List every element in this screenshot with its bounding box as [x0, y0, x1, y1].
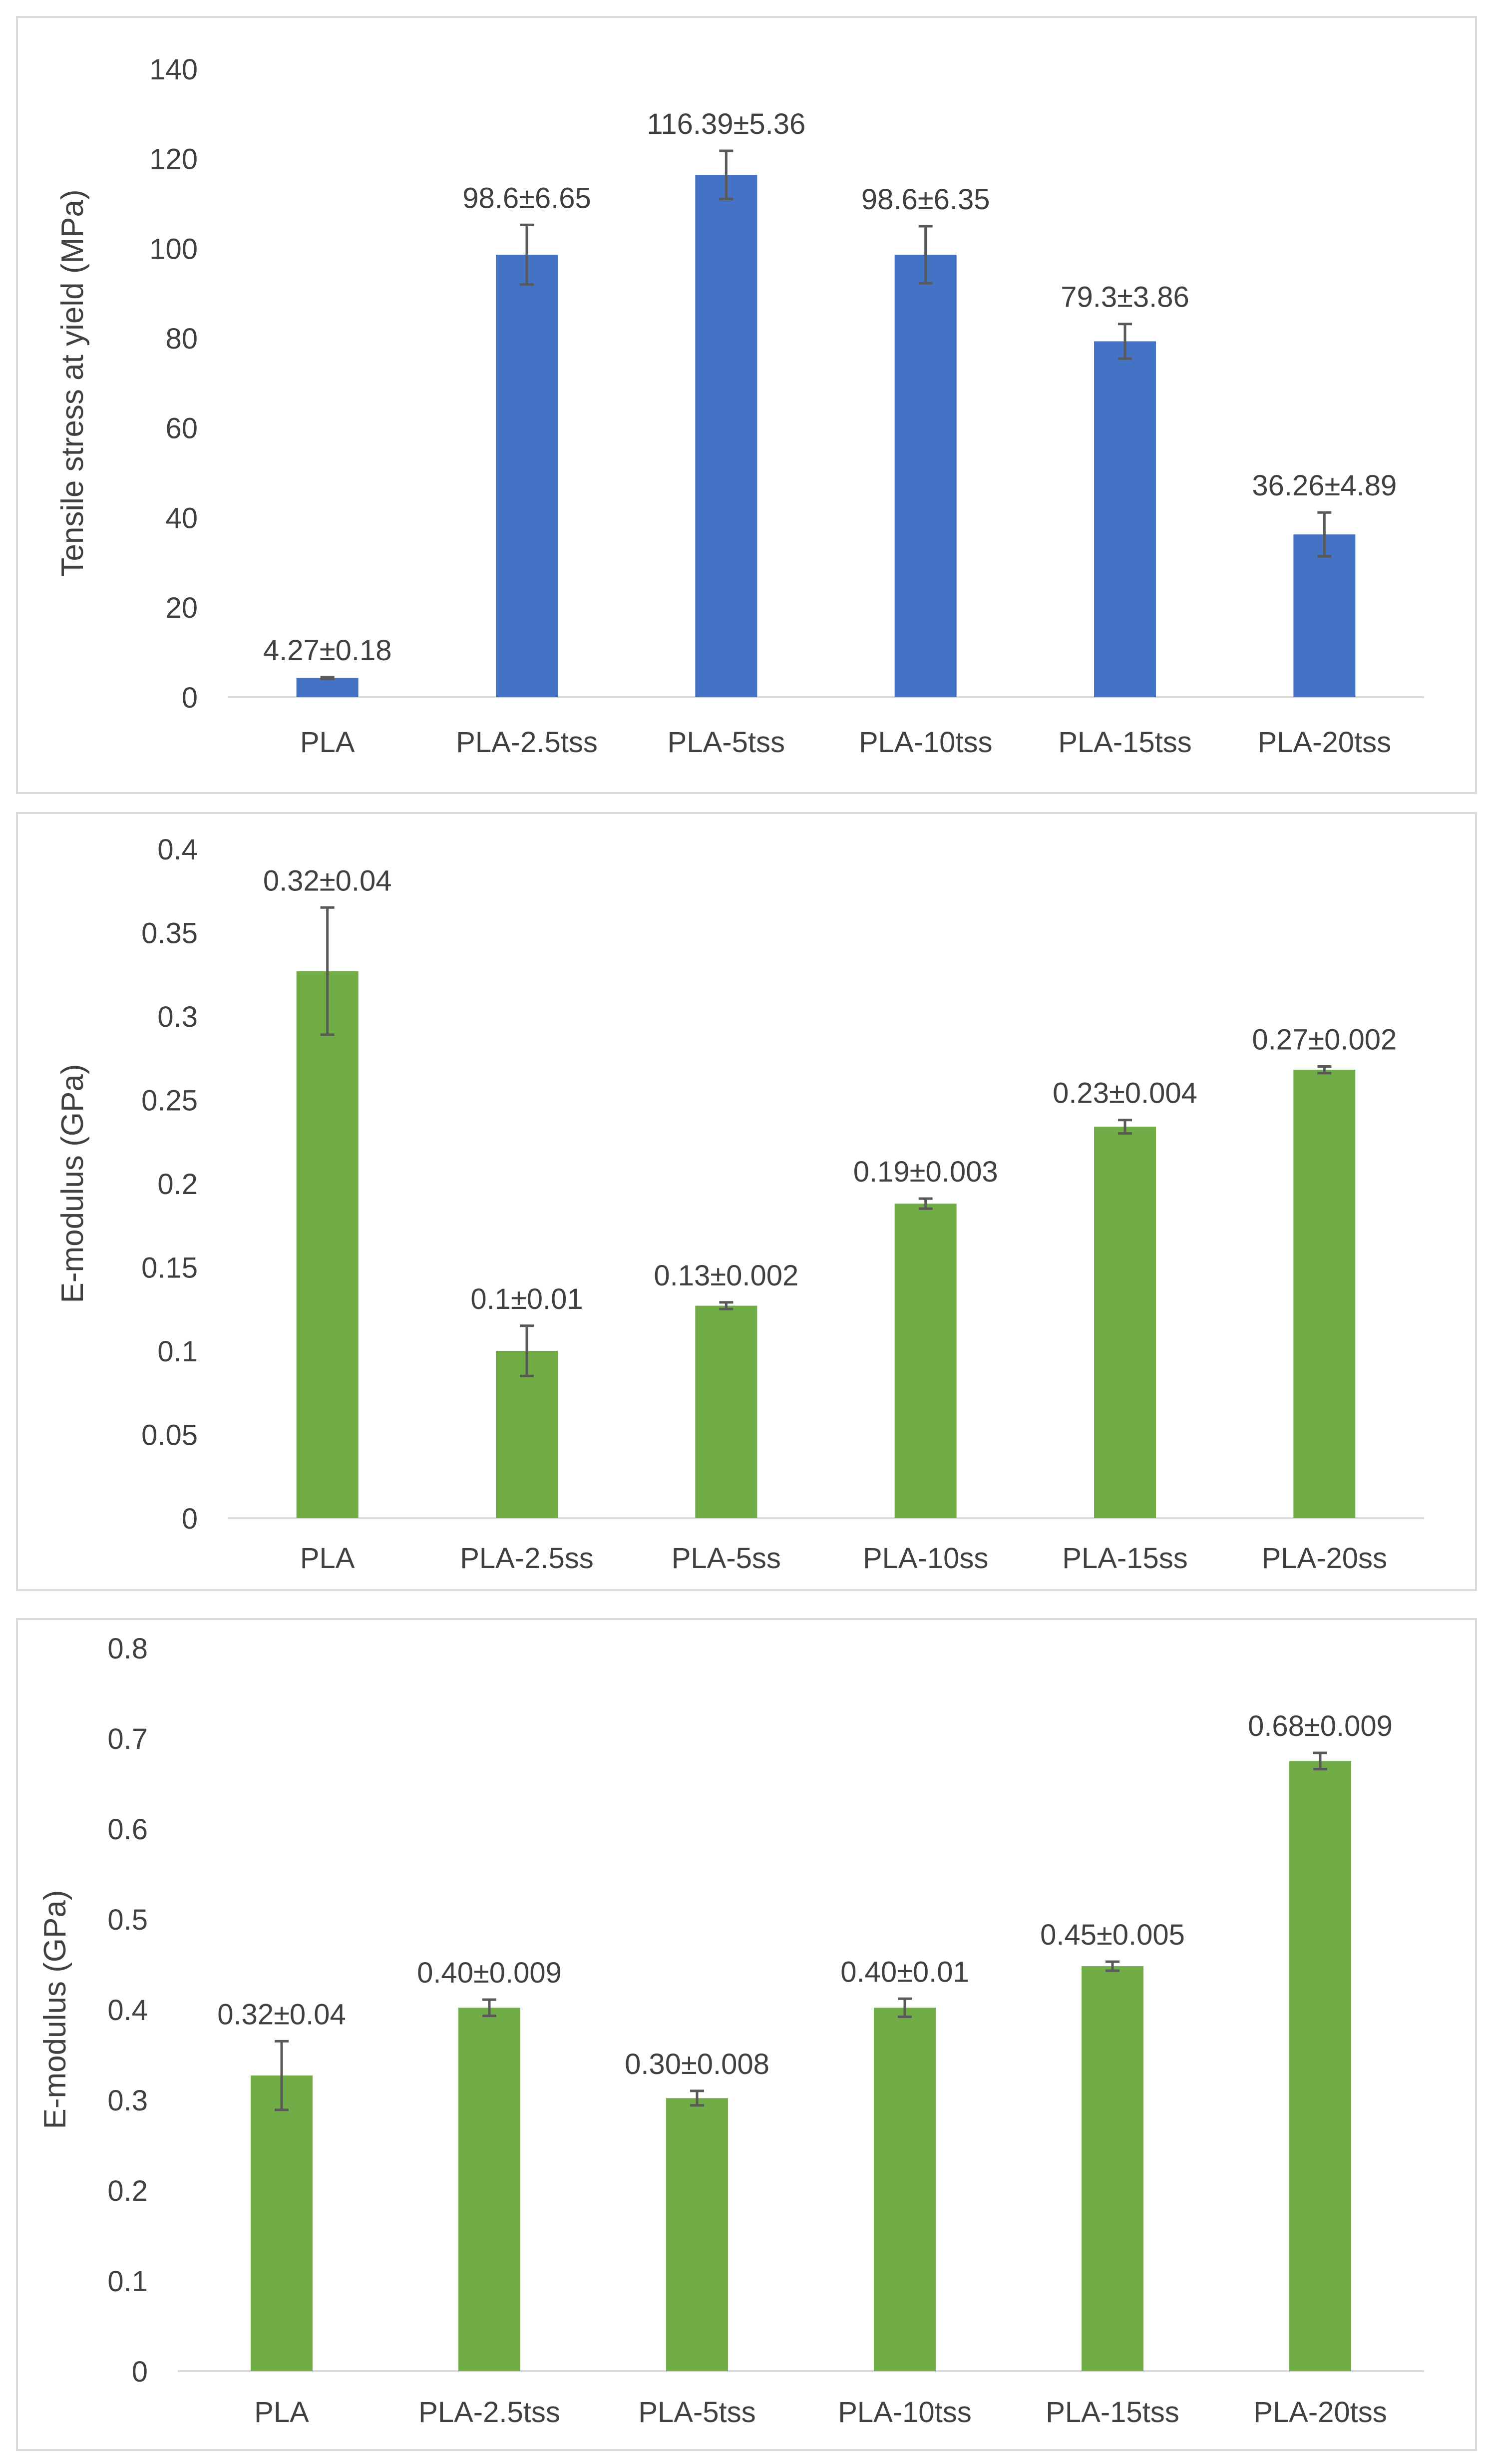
- bar: [1094, 341, 1156, 697]
- chart-panel-emodulus-tss: 0 0.1 0.2 0.3 0.4 0.5 0.6 0.7 0.8 E-modulus (GPa)…: [16, 1618, 1477, 2451]
- y-tick-label: 0.3: [107, 2084, 148, 2117]
- bar: [251, 2075, 313, 2371]
- y-tick-label: 0.3: [157, 1001, 198, 1033]
- y-tick-label: 0.6: [107, 1813, 148, 1846]
- emodulus-tss-chart: 0 0.1 0.2 0.3 0.4 0.5 0.6 0.7 0.8 E-modulus (GPa)…: [38, 1633, 1424, 2429]
- y-tick-label: 80: [165, 323, 198, 355]
- bar: [894, 1204, 957, 1518]
- x-tick-label: PLA-15ss: [1062, 1542, 1187, 1575]
- y-tick-label: 100: [149, 233, 198, 265]
- y-tick-label: 0.15: [141, 1251, 198, 1284]
- bar: [296, 678, 359, 697]
- bar: [695, 1305, 757, 1518]
- data-label: 98.6±6.35: [861, 183, 990, 216]
- x-tick-label: PLA: [300, 1542, 355, 1575]
- data-label: 0.45±0.005: [1040, 1919, 1185, 1951]
- x-tick-label: PLA-20ss: [1262, 1542, 1387, 1575]
- x-tick-label: PLA-2.5tss: [418, 2396, 560, 2429]
- y-tick-label: 0.5: [107, 1904, 148, 1936]
- bar: [496, 1351, 558, 1518]
- data-label: 116.39±5.36: [647, 108, 805, 140]
- y-tick-label: 0.4: [157, 833, 198, 866]
- y-tick-label: 0: [182, 682, 198, 714]
- y-tick-label: 0.1: [157, 1335, 198, 1368]
- bar: [695, 175, 757, 697]
- data-label: 0.32±0.04: [263, 864, 392, 897]
- data-label: 0.23±0.004: [1053, 1077, 1197, 1110]
- y-tick-label: 60: [165, 412, 198, 445]
- y-tick-label: 0: [132, 2356, 148, 2388]
- data-label: 0.40±0.009: [417, 1957, 562, 1989]
- chart-panel-emodulus-ss: 0 0.05 0.1 0.15 0.2 0.25 0.3 0.35 0.4 E-modulus (…: [16, 812, 1477, 1591]
- y-tick-label: 0.1: [107, 2265, 148, 2298]
- y-tick-label: 0.4: [107, 1994, 148, 2027]
- y-tick-label: 0: [182, 1503, 198, 1535]
- x-tick-label: PLA-15tss: [1046, 2396, 1179, 2429]
- x-tick-label: PLA-10tss: [838, 2396, 972, 2429]
- x-tick-label: PLA-2.5tss: [456, 726, 598, 759]
- y-axis-title: E-modulus (GPa): [38, 1890, 72, 2129]
- y-axis-title: E-modulus (GPa): [55, 1064, 90, 1303]
- y-tick-label: 0.7: [107, 1723, 148, 1755]
- data-label: 4.27±0.18: [263, 634, 392, 667]
- y-axis-title: Tensile stress at yield (MPa): [55, 189, 90, 576]
- x-tick-label: PLA-10ss: [863, 1542, 988, 1575]
- data-label: 98.6±6.65: [462, 182, 591, 214]
- bar: [1289, 1761, 1351, 2371]
- x-tick-label: PLA-20tss: [1253, 2396, 1387, 2429]
- bar: [1094, 1127, 1156, 1518]
- x-tick-label: PLA-2.5ss: [460, 1542, 594, 1575]
- tensile-stress-chart: 0 20 40 60 80 100 120 140 Tensile stress at yiel…: [55, 53, 1424, 759]
- data-label: 0.68±0.009: [1248, 1710, 1393, 1742]
- bar: [1082, 1966, 1143, 2371]
- y-tick-label: 0.05: [141, 1419, 198, 1451]
- bar: [458, 2008, 520, 2371]
- y-tick-label: 120: [149, 143, 198, 176]
- data-label: 0.1±0.01: [470, 1283, 583, 1315]
- data-label: 79.3±3.86: [1061, 281, 1189, 314]
- data-label: 36.26±4.89: [1252, 469, 1397, 502]
- y-tick-label: 0.2: [157, 1168, 198, 1201]
- x-tick-label: PLA: [254, 2396, 309, 2429]
- x-tick-label: PLA-5tss: [638, 2396, 755, 2429]
- x-tick-label: PLA-20tss: [1258, 726, 1392, 759]
- y-tick-label: 40: [165, 502, 198, 534]
- y-tick-label: 0.2: [107, 2175, 148, 2207]
- data-label: 0.40±0.01: [840, 1956, 969, 1988]
- bar: [666, 2098, 728, 2371]
- data-label: 0.32±0.04: [217, 1998, 346, 2031]
- data-label: 0.30±0.008: [625, 2048, 769, 2080]
- bar: [496, 255, 558, 698]
- data-label: 0.13±0.002: [654, 1259, 798, 1292]
- bar: [894, 255, 957, 698]
- emodulus-ss-chart: 0 0.05 0.1 0.15 0.2 0.25 0.3 0.35 0.4 E-modulus (…: [55, 833, 1424, 1575]
- bar: [1293, 534, 1356, 697]
- y-tick-label: 140: [149, 53, 198, 86]
- y-tick-label: 20: [165, 592, 198, 624]
- x-tick-label: PLA-5tss: [668, 726, 785, 759]
- data-label: 0.19±0.003: [853, 1156, 998, 1188]
- y-tick-label: 0.25: [141, 1084, 198, 1117]
- x-tick-label: PLA: [300, 726, 355, 759]
- chart-panel-tensile-stress: 0 20 40 60 80 100 120 140 Tensile stress at yiel…: [16, 16, 1477, 794]
- x-tick-label: PLA-15tss: [1058, 726, 1192, 759]
- y-tick-label: 0.35: [141, 917, 198, 949]
- data-label: 0.27±0.002: [1252, 1024, 1397, 1056]
- y-tick-label: 0.8: [107, 1633, 148, 1665]
- x-tick-label: PLA-10tss: [859, 726, 993, 759]
- bar: [296, 971, 359, 1518]
- x-tick-label: PLA-5ss: [672, 1542, 781, 1575]
- bar: [1293, 1070, 1356, 1518]
- bar: [874, 2008, 936, 2371]
